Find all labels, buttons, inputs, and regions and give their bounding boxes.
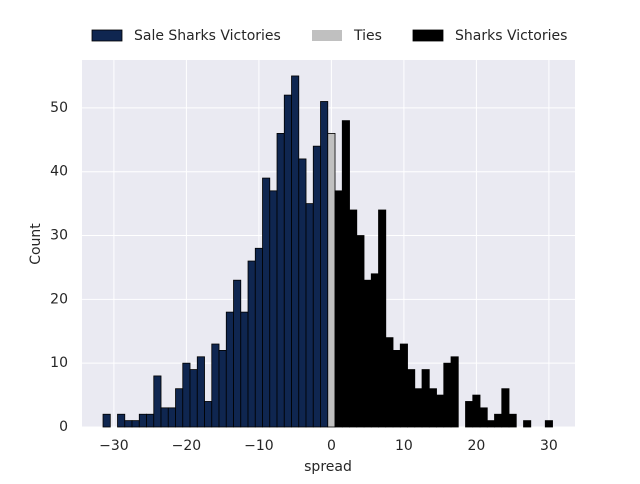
x-tick-label: 30 <box>540 438 558 454</box>
bar <box>523 420 532 428</box>
y-axis-label: Count <box>28 223 44 265</box>
bar <box>385 337 394 428</box>
bar <box>341 120 350 428</box>
bar <box>334 190 343 428</box>
bar <box>421 369 430 428</box>
y-tick-label: 10 <box>50 355 68 371</box>
bar <box>211 343 220 428</box>
bar <box>262 177 271 428</box>
x-axis-label: spread <box>304 459 352 475</box>
bar <box>399 343 408 428</box>
bar <box>247 260 256 428</box>
bar <box>189 369 198 428</box>
bar <box>349 209 358 428</box>
bar <box>450 356 459 428</box>
bar <box>479 407 488 428</box>
bar <box>501 388 510 428</box>
bar <box>204 401 213 428</box>
bar <box>472 394 481 428</box>
legend-label: Ties <box>353 28 382 44</box>
bar <box>428 388 437 428</box>
x-tick-label: 20 <box>467 438 485 454</box>
bar <box>124 420 133 428</box>
bar <box>544 420 553 428</box>
bar <box>117 413 126 428</box>
bar <box>363 279 372 428</box>
bar <box>392 350 401 428</box>
bar <box>160 407 169 428</box>
bar <box>465 401 474 428</box>
bar <box>508 413 517 428</box>
bar <box>218 350 227 428</box>
x-tick-label: 0 <box>327 438 336 454</box>
bar <box>240 311 249 428</box>
bar <box>196 356 205 428</box>
bar <box>298 158 307 428</box>
bar <box>167 407 176 428</box>
bar <box>291 75 300 428</box>
bar <box>233 279 242 428</box>
x-tick-label: −30 <box>99 438 129 454</box>
y-tick-label: 50 <box>50 100 68 116</box>
y-tick-label: 40 <box>50 164 68 180</box>
bar <box>175 388 184 428</box>
legend-label: Sharks Victories <box>455 28 567 44</box>
bar <box>269 190 278 428</box>
bar <box>182 362 191 428</box>
bar <box>153 375 162 428</box>
bar <box>283 94 292 428</box>
legend-label: Sale Sharks Victories <box>134 28 281 44</box>
bar <box>327 132 336 428</box>
y-tick-label: 0 <box>59 419 68 435</box>
bar <box>356 235 365 428</box>
bar <box>131 420 140 428</box>
bar <box>146 413 155 428</box>
bar <box>138 413 147 428</box>
y-tick-label: 30 <box>50 228 68 244</box>
legend-swatch <box>412 29 444 42</box>
bar <box>486 420 495 428</box>
x-tick-label: −20 <box>172 438 202 454</box>
bar <box>414 388 423 428</box>
bar <box>494 413 503 428</box>
bar <box>254 247 263 428</box>
bar <box>320 101 329 428</box>
bar <box>276 132 285 428</box>
bar <box>443 362 452 428</box>
legend-swatch <box>91 29 123 42</box>
bar <box>102 413 111 428</box>
x-tick-label: −10 <box>244 438 274 454</box>
bar <box>312 145 321 428</box>
bar <box>407 369 416 428</box>
legend-swatch <box>312 30 342 41</box>
bar <box>305 203 314 428</box>
x-tick-label: 10 <box>395 438 413 454</box>
bar <box>378 209 387 428</box>
bar <box>436 394 445 428</box>
y-tick-label: 20 <box>50 291 68 307</box>
bar <box>225 311 234 428</box>
bar <box>370 273 379 428</box>
